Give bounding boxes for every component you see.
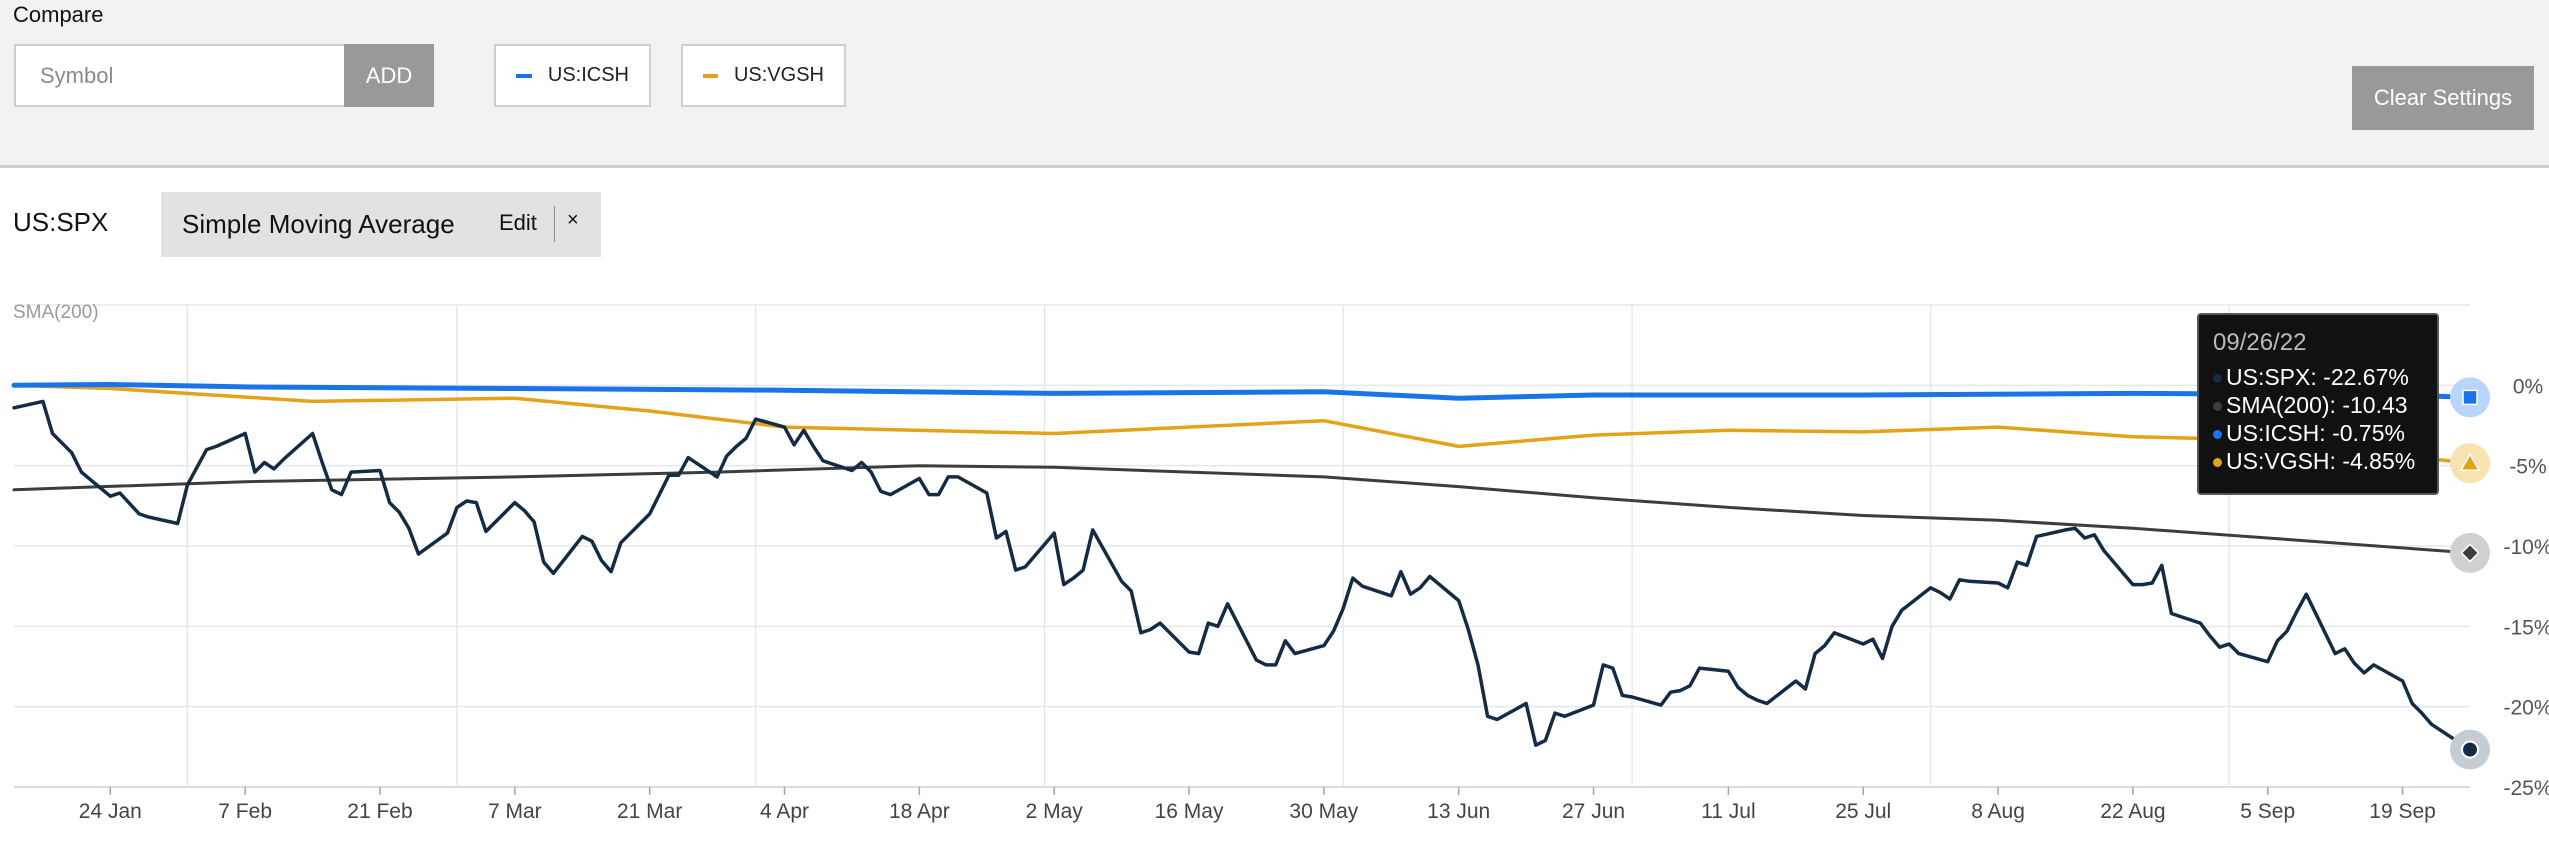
icsh-line-swatch-icon [516, 73, 532, 78]
clear-settings-button[interactable]: Clear Settings [2352, 66, 2534, 130]
tooltip-dot-icon [2213, 430, 2222, 440]
tooltip-row-label: US:SPX: [2226, 364, 2324, 390]
indicator-divider [554, 206, 555, 242]
x-tick-label: 7 Mar [488, 800, 542, 823]
tooltip-date: 09/26/22 [2213, 329, 2307, 356]
vgsh-line-swatch-icon [703, 73, 718, 78]
tooltip-dot-icon [2213, 402, 2222, 412]
tooltip-row: US:VGSH: -4.85% [2213, 447, 2423, 475]
indicator-close-icon[interactable]: × [567, 209, 579, 231]
vgsh-end-marker [2459, 452, 2481, 472]
tooltip-row-value: -0.75% [2332, 420, 2405, 446]
x-tick-label: 19 Sep [2369, 800, 2436, 823]
x-tick-label: 8 Aug [1971, 800, 2025, 823]
tooltip-row-label: US:VGSH: [2226, 448, 2343, 474]
x-tick-label: 21 Feb [347, 800, 412, 823]
tooltip-row: SMA(200): -10.43 [2213, 391, 2423, 419]
main-symbol: US:SPX [13, 207, 109, 237]
chip-label: US:VGSH [733, 64, 824, 86]
end-markers [2450, 377, 2490, 770]
compare-panel: Compare ADD US:ICSH US:VGSH Clear Settin… [0, 0, 2549, 168]
tooltip-dot-icon [2213, 374, 2222, 384]
y-tick-label: -10% [2503, 536, 2549, 559]
x-tick-label: 21 Mar [617, 800, 682, 823]
tooltip-row-label: SMA(200): [2226, 392, 2343, 418]
x-tick-label: 24 Jan [79, 800, 142, 823]
tooltip-row-label: US:ICSH: [2226, 420, 2333, 446]
x-tick-label: 30 May [1289, 800, 1358, 823]
compare-chip-icsh[interactable]: US:ICSH [494, 44, 651, 107]
x-tick-label: 18 Apr [889, 800, 950, 823]
add-button[interactable]: ADD [344, 44, 434, 107]
symbol-input[interactable] [14, 44, 344, 107]
y-tick-label: -5% [2509, 456, 2546, 479]
indicator-name: Simple Moving Average [182, 209, 455, 239]
x-tick-label: 27 Jun [1562, 800, 1625, 823]
sma-end-marker [2460, 543, 2480, 563]
y-tick-label: -20% [2503, 697, 2549, 720]
tooltip-row: US:SPX: -22.67% [2213, 363, 2423, 391]
indicator-edit-button[interactable]: Edit [499, 210, 537, 235]
tooltip-row-value: -10.43 [2342, 392, 2408, 418]
spx-end-marker [2461, 740, 2479, 759]
x-tick-label: 25 Jul [1835, 800, 1891, 823]
tooltip-rows: US:SPX: -22.67% SMA(200): -10.43 US:ICSH: … [2213, 363, 2423, 475]
x-tick-label: 13 Jun [1427, 800, 1490, 823]
indicator-chip: Simple Moving Average Edit × [161, 192, 601, 257]
y-tick-label: -25% [2503, 777, 2549, 800]
compare-label: Compare [13, 2, 104, 27]
series-line-us-spx [12, 399, 2472, 752]
chart-tooltip: 09/26/22 US:SPX: -22.67% SMA(200): -10.43… [2197, 313, 2439, 495]
indicator-series-label: SMA(200) [13, 302, 99, 323]
tooltip-row: US:ICSH: -0.75% [2213, 419, 2423, 447]
chip-label: US:ICSH [547, 64, 629, 86]
performance-chart[interactable]: SMA(200) 0% -5% -10% -15% -20% -25% 24 Jan 7 F… [0, 290, 2549, 847]
chart-series [11, 382, 2473, 752]
chart-grid [14, 304, 2470, 788]
tooltip-row-value: -4.85% [2342, 448, 2416, 474]
compare-chip-vgsh[interactable]: US:VGSH [681, 44, 846, 107]
x-tick-label: 2 May [1026, 800, 1084, 823]
series-line-sma-200- [12, 464, 2472, 555]
x-tick-label: 5 Sep [2240, 800, 2295, 823]
series-line-us-vgsh [12, 383, 2472, 466]
icsh-end-marker [2462, 389, 2478, 406]
x-tick-label: 11 Jul [1701, 800, 1755, 823]
x-tick-label: 22 Aug [2100, 800, 2165, 823]
tooltip-dot-icon [2213, 458, 2222, 468]
y-tick-label: 0% [2513, 375, 2543, 398]
x-tick-label: 16 May [1155, 800, 1224, 823]
series-line-us-icsh [11, 382, 2473, 401]
x-tick-label: 4 Apr [760, 800, 809, 823]
y-axis: 0% -5% -10% -15% -20% -25% [2503, 375, 2549, 800]
x-axis: 24 Jan 7 Feb 21 Feb 7 Mar 21 Mar 4 Apr 18 Apr 2… [79, 787, 2436, 823]
tooltip-row-value: -22.67% [2323, 364, 2409, 390]
y-tick-label: -15% [2503, 616, 2549, 639]
x-tick-label: 7 Feb [218, 800, 272, 823]
